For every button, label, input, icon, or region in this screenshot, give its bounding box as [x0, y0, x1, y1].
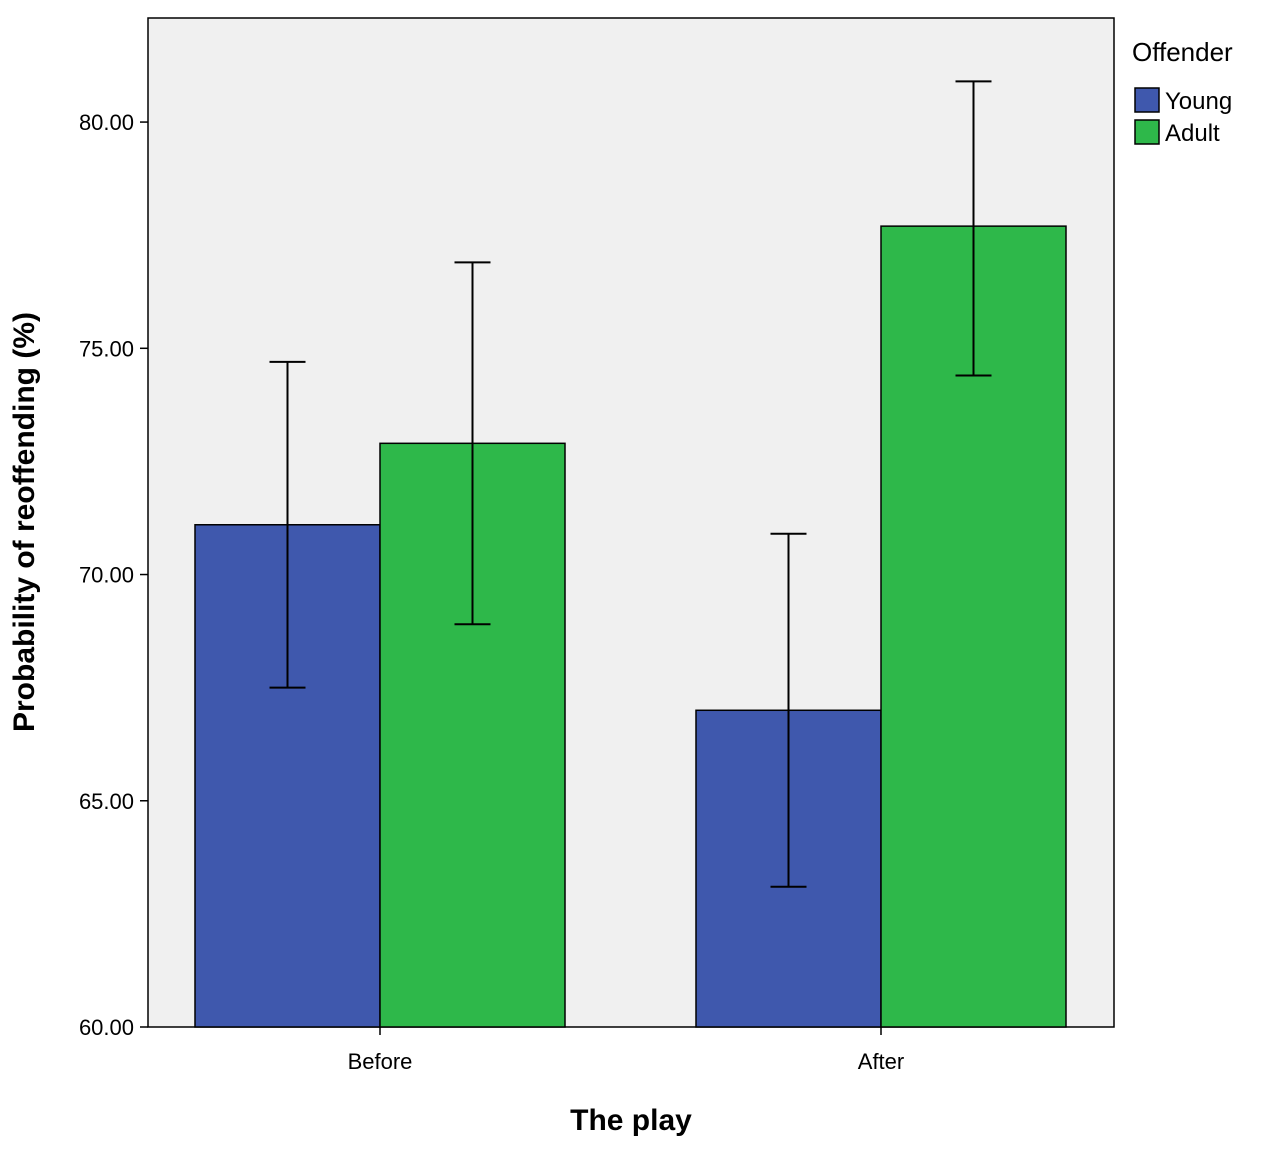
bar-young-before: [194, 524, 381, 1028]
legend-swatch-adult: [1134, 119, 1160, 145]
legend-items: Young Adult: [1134, 87, 1232, 147]
y-tick-label: 70.00: [79, 563, 134, 588]
y-tick-label: 75.00: [79, 336, 134, 361]
y-tick-label: 80.00: [79, 110, 134, 135]
y-axis: 60.00 65.00 70.00 75.00 80.00: [79, 110, 148, 1040]
legend-title: Offender: [1132, 37, 1233, 67]
y-axis-title: Probability of reoffending (%): [8, 312, 41, 732]
x-axis-title: The play: [570, 1104, 692, 1137]
legend-label-adult: Adult: [1165, 120, 1220, 147]
y-tick-label: 65.00: [79, 789, 134, 814]
y-tick-label: 60.00: [79, 1015, 134, 1040]
x-tick-label: After: [858, 1049, 904, 1074]
legend-label-young: Young: [1165, 88, 1232, 115]
x-tick-label: Before: [348, 1049, 413, 1074]
x-axis: Before After: [348, 1027, 904, 1074]
bars: [194, 225, 1067, 1028]
legend: Offender Young Adult: [1132, 37, 1233, 147]
error-bars: [269, 80, 992, 888]
legend-swatch-young: [1134, 87, 1160, 113]
